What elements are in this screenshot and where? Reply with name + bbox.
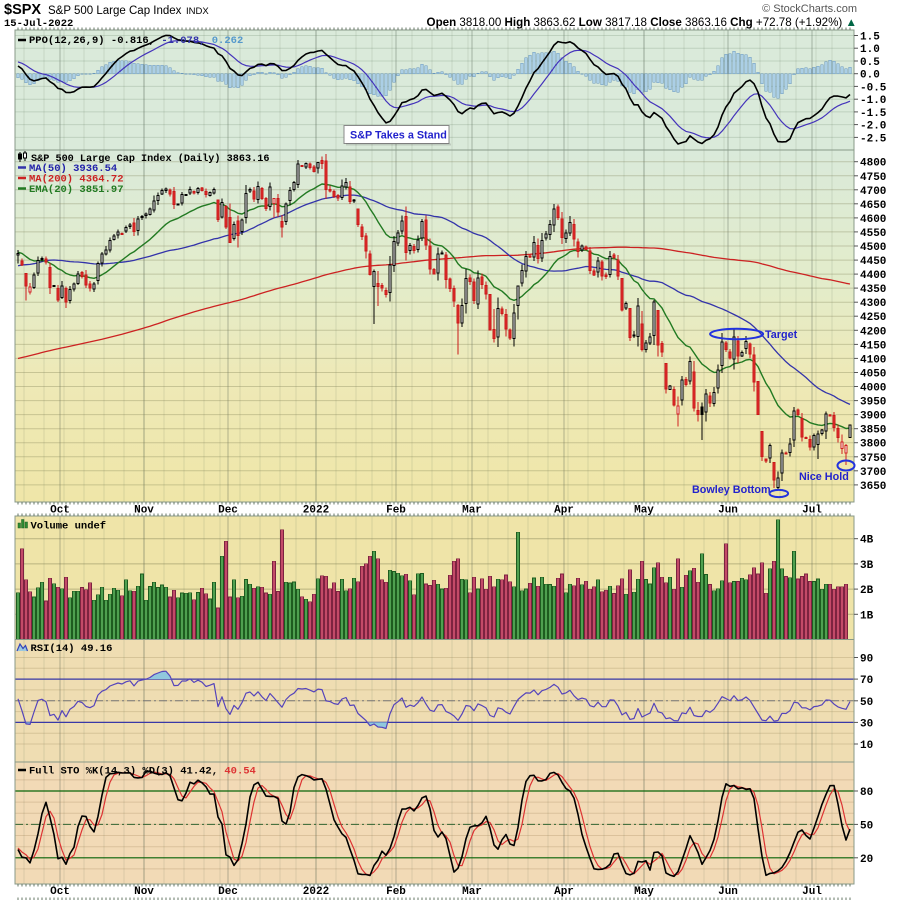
svg-text:Mar: Mar xyxy=(462,505,482,517)
svg-text:50: 50 xyxy=(860,820,873,832)
svg-text:70: 70 xyxy=(860,675,873,687)
svg-text:Volume undef: Volume undef xyxy=(31,521,107,533)
svg-text:3900: 3900 xyxy=(860,411,886,423)
svg-text:-2.5: -2.5 xyxy=(860,133,887,145)
svg-text:4700: 4700 xyxy=(860,186,886,198)
svg-text:2022: 2022 xyxy=(303,505,329,517)
svg-text:3850: 3850 xyxy=(860,425,886,437)
svg-text:15-Jul-2022: 15-Jul-2022 xyxy=(4,18,73,30)
svg-text:3B: 3B xyxy=(860,560,874,572)
svg-text:Jul: Jul xyxy=(802,886,822,898)
svg-text:May: May xyxy=(634,886,654,898)
svg-text:Nov: Nov xyxy=(134,505,154,517)
svg-text:PPO(12,26,9) -0.816, -1.078, 0: PPO(12,26,9) -0.816, -1.078, 0.262 xyxy=(29,35,243,47)
svg-text:30: 30 xyxy=(860,718,873,730)
svg-text:4050: 4050 xyxy=(860,369,886,381)
svg-text:4150: 4150 xyxy=(860,340,886,352)
svg-text:RSI(14) 49.16: RSI(14) 49.16 xyxy=(31,643,113,655)
svg-text:Target: Target xyxy=(765,329,798,341)
svg-text:Full STO %K(14,3) %D(3) 41.42,: Full STO %K(14,3) %D(3) 41.42, 40.54 xyxy=(29,766,256,778)
svg-text:Oct: Oct xyxy=(50,505,70,517)
svg-text:50: 50 xyxy=(860,697,873,709)
svg-text:2022: 2022 xyxy=(303,886,329,898)
svg-text:Nice Hold: Nice Hold xyxy=(799,471,849,483)
svg-text:4450: 4450 xyxy=(860,256,886,268)
svg-text:4550: 4550 xyxy=(860,228,886,240)
svg-text:4350: 4350 xyxy=(860,284,886,296)
svg-text:20: 20 xyxy=(860,854,873,866)
svg-text:Nov: Nov xyxy=(134,886,154,898)
svg-text:-2.0: -2.0 xyxy=(860,121,886,133)
svg-text:-1.5: -1.5 xyxy=(860,108,887,120)
svg-text:4000: 4000 xyxy=(860,383,886,395)
svg-text:4250: 4250 xyxy=(860,312,886,324)
svg-text:Oct: Oct xyxy=(50,886,70,898)
svg-text:Jun: Jun xyxy=(718,505,738,517)
svg-text:-1.0: -1.0 xyxy=(860,95,886,107)
svg-text:EMA(20) 3851.97: EMA(20) 3851.97 xyxy=(29,184,124,196)
svg-text:0.5: 0.5 xyxy=(860,57,880,69)
svg-text:0.0: 0.0 xyxy=(860,70,880,82)
svg-text:4300: 4300 xyxy=(860,298,886,310)
svg-text:-0.5: -0.5 xyxy=(860,82,887,94)
svg-text:3750: 3750 xyxy=(860,453,886,465)
svg-text:Apr: Apr xyxy=(554,505,574,517)
svg-text:4200: 4200 xyxy=(860,326,886,338)
svg-text:4100: 4100 xyxy=(860,354,886,366)
svg-text:Apr: Apr xyxy=(554,886,574,898)
svg-text:4500: 4500 xyxy=(860,242,886,254)
svg-text:Dec: Dec xyxy=(218,886,238,898)
svg-text:3950: 3950 xyxy=(860,397,886,409)
svg-text:Mar: Mar xyxy=(462,886,482,898)
svg-text:Dec: Dec xyxy=(218,505,238,517)
svg-text:Bowley Bottom: Bowley Bottom xyxy=(692,484,771,496)
svg-text:80: 80 xyxy=(860,787,873,799)
svg-text:© StockCharts.com: © StockCharts.com xyxy=(762,3,857,15)
svg-text:3700: 3700 xyxy=(860,467,886,479)
svg-text:4650: 4650 xyxy=(860,200,886,212)
svg-text:Feb: Feb xyxy=(386,886,406,898)
svg-text:Jul: Jul xyxy=(802,505,822,517)
svg-text:90: 90 xyxy=(860,654,873,666)
svg-text:1B: 1B xyxy=(860,610,874,622)
svg-text:INDX: INDX xyxy=(186,6,209,17)
svg-text:S&P Takes a Stand: S&P Takes a Stand xyxy=(350,130,447,142)
svg-text:2B: 2B xyxy=(860,585,874,597)
svg-text:3800: 3800 xyxy=(860,439,886,451)
svg-text:4400: 4400 xyxy=(860,270,886,282)
svg-text:1.5: 1.5 xyxy=(860,32,880,44)
svg-text:Open 3818.00 High 3863.62 Low: Open 3818.00 High 3863.62 Low 3817.18 Cl… xyxy=(427,16,857,29)
svg-text:10: 10 xyxy=(860,740,873,752)
svg-text:$SPX: $SPX xyxy=(4,2,41,18)
svg-text:3650: 3650 xyxy=(860,481,886,493)
svg-text:4600: 4600 xyxy=(860,214,886,226)
svg-text:May: May xyxy=(634,505,654,517)
svg-text:4B: 4B xyxy=(860,535,874,547)
svg-text:1.0: 1.0 xyxy=(860,44,880,56)
svg-text:4800: 4800 xyxy=(860,158,886,170)
svg-text:S&P 500 Large Cap Index: S&P 500 Large Cap Index xyxy=(48,5,182,17)
svg-text:Jun: Jun xyxy=(718,886,738,898)
svg-text:Feb: Feb xyxy=(386,505,406,517)
svg-text:4750: 4750 xyxy=(860,172,886,184)
